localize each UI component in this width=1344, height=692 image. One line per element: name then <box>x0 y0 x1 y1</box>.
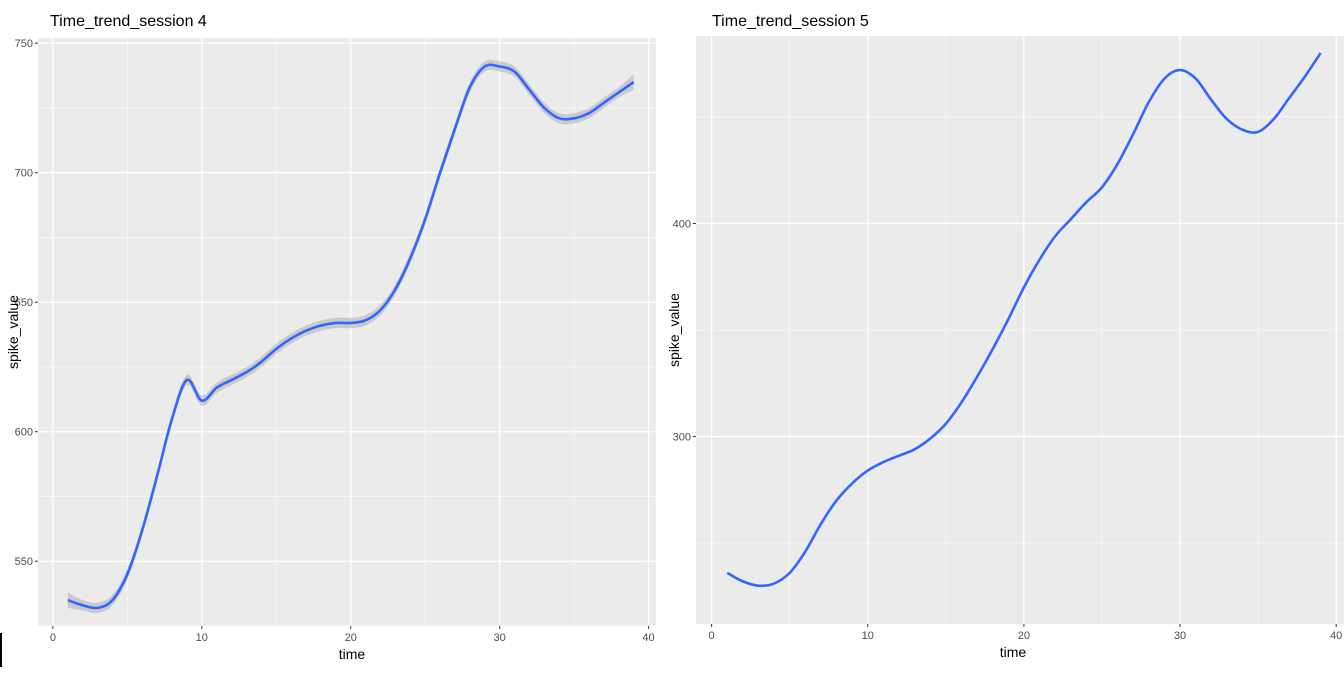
x-tick-label: 30 <box>1174 630 1186 642</box>
x-tick-label: 10 <box>196 632 208 644</box>
plot-panel <box>38 38 656 626</box>
x-tick-label: 10 <box>862 630 874 642</box>
minor-grid <box>696 36 1344 624</box>
y-tick-label: 700 <box>15 168 33 180</box>
confidence-band <box>67 59 634 614</box>
minor-grid <box>38 38 656 627</box>
x-tick-label: 30 <box>494 632 506 644</box>
x-tick-label: 20 <box>1018 630 1030 642</box>
chart-session-5: Time_trend_session 5 0 10 20 30 40 300 400 ti… <box>666 13 1344 660</box>
x-tick-label: 40 <box>1330 630 1342 642</box>
chart-title: Time_trend_session 5 <box>712 13 869 30</box>
x-tick-label: 0 <box>709 630 715 642</box>
y-tick-label: 650 <box>15 297 33 309</box>
y-tick-label: 750 <box>15 38 33 50</box>
x-axis-label: time <box>339 646 366 662</box>
y-tick-label: 600 <box>15 427 33 439</box>
trend-line <box>67 63 635 610</box>
y-axis-ticks: 300 400 <box>673 218 696 444</box>
major-grid <box>696 36 1344 624</box>
y-tick-label: 400 <box>673 218 691 230</box>
y-tick-label: 300 <box>673 432 691 444</box>
y-axis-label: spike_value <box>5 295 21 369</box>
y-tick-label: 550 <box>15 556 33 568</box>
x-tick-label: 40 <box>642 632 654 644</box>
text-cursor <box>0 633 2 667</box>
y-axis-ticks: 550 600 650 700 750 <box>15 38 38 568</box>
y-axis-label: spike_value <box>666 293 682 367</box>
chart-title: Time_trend_session 4 <box>50 13 207 30</box>
trend-line <box>726 52 1322 588</box>
x-axis-label: time <box>1000 644 1027 660</box>
x-axis-ticks: 0 10 20 30 40 <box>50 626 655 644</box>
x-tick-label: 0 <box>50 632 56 644</box>
major-grid <box>38 38 656 626</box>
chart-session-4: Time_trend_session 4 0 10 20 30 40 550 600 650… <box>5 13 656 662</box>
x-tick-label: 20 <box>345 632 357 644</box>
x-axis-ticks: 0 10 20 30 40 <box>709 624 1342 642</box>
